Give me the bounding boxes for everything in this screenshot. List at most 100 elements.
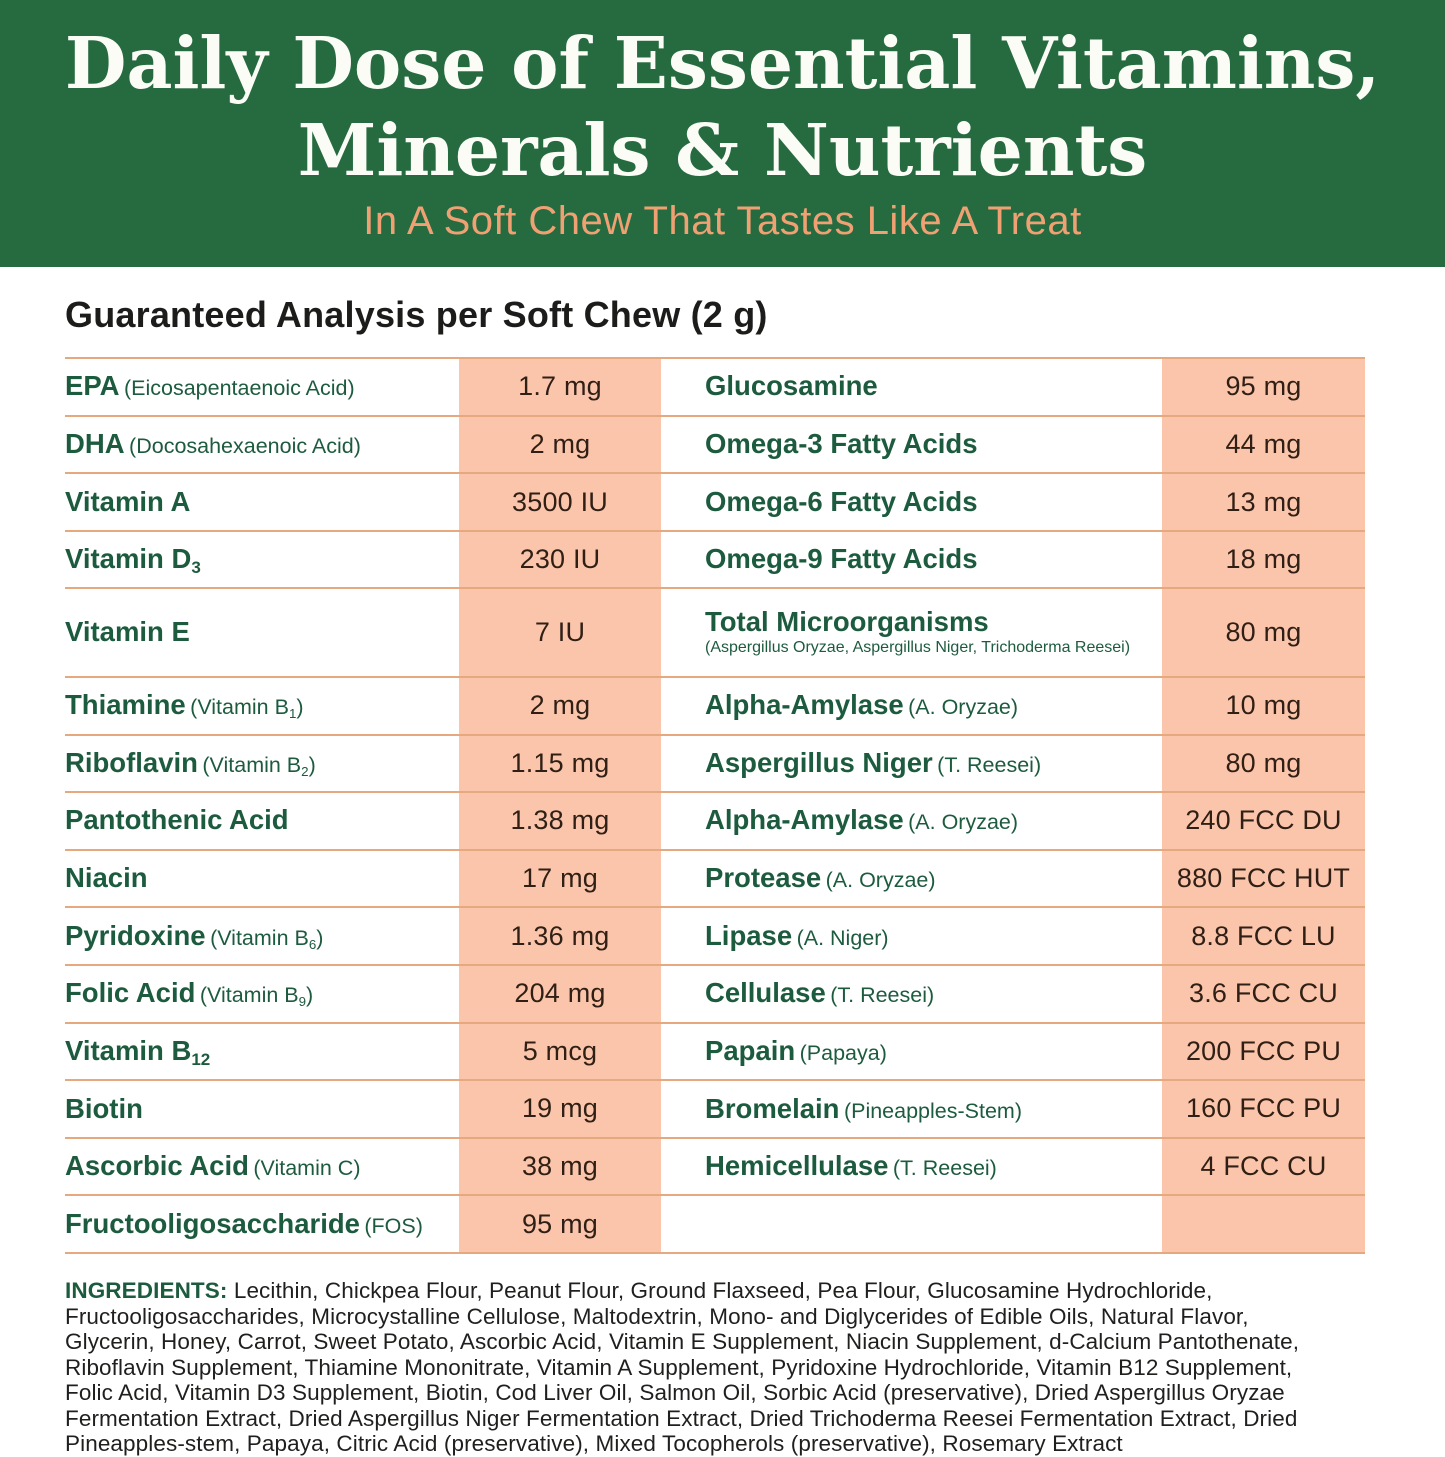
nutrient-name: Vitamin A [65,472,459,531]
nutrient-value: 3.6 FCC CU [1162,963,1365,1023]
nutrient-label: Cellulase [705,977,826,1009]
nutrient-value: 17 mg [459,848,661,908]
nutrient-paren: (FOS) [364,1213,423,1238]
nutrient-name: Folic Acid (Vitamin B9) [65,963,459,1023]
nutrient-value: 1.15 mg [459,733,661,793]
nutrient-name: Omega-3 Fatty Acids [661,414,1162,474]
ingredients-paragraph: INGREDIENTS: Lecithin, Chickpea Flour, P… [65,1278,1400,1457]
nutrient-name: Cellulase (T. Reesei) [661,963,1162,1023]
nutrient-value: 4 FCC CU [1162,1136,1365,1196]
nutrient-name: Fructooligosaccharide (FOS) [65,1194,459,1254]
table-row: EPA (Eicosapentaenoic Acid) 1.7 mg Glucosa… [65,357,1365,416]
nutrient-paren: (Vitamin B2) [202,752,316,779]
nutrient-name: Papain (Papaya) [661,1021,1162,1081]
nutrient-name: Biotin [65,1079,459,1138]
nutrient-label: Omega-9 Fatty Acids [705,543,978,575]
table-row: Riboflavin (Vitamin B2) 1.15 mg Aspergillu… [65,733,1365,793]
nutrient-value: 1.36 mg [459,906,661,965]
nutrient-paren: (Vitamin B1) [190,695,304,722]
nutrient-paren: (Vitamin C) [253,1156,361,1181]
table-row: Niacin 17 mg Protease (A. Oryzae) 880 FCC H… [65,848,1365,908]
table-row: Thiamine (Vitamin B1) 2 mg Alpha-Amylase (… [65,675,1365,735]
nutrient-label: Omega-3 Fatty Acids [705,427,978,459]
nutrient-label: Vitamin D3 [65,543,201,578]
nutrient-name: Total Microorganisms (Aspergillus Oryzae,… [661,587,1162,677]
table-row: Fructooligosaccharide (FOS) 95 mg [65,1194,1365,1254]
nutrient-label: Pantothenic Acid [65,804,289,836]
nutrient-label: Protease [705,862,822,894]
table-row: Biotin 19 mg Bromelain (Pineapples-Stem) 16… [65,1079,1365,1138]
nutrient-name: EPA (Eicosapentaenoic Acid) [65,357,459,416]
nutrient-name: DHA (Docosahexaenoic Acid) [65,414,459,474]
nutrient-label: Riboflavin [65,746,198,778]
nutrient-paren: (T. Reesei) [937,752,1042,777]
nutrient-value: 10 mg [1162,675,1365,735]
nutrient-label: Aspergillus Niger [705,746,933,778]
header-subtitle: In A Soft Chew That Tastes Like A Treat [363,199,1082,244]
nutrient-value: 80 mg [1162,733,1365,793]
nutrient-name [661,1194,1162,1254]
table-row: Ascorbic Acid (Vitamin C) 38 mg Hemicellul… [65,1136,1365,1196]
nutrient-label: Papain [705,1034,796,1066]
table-row: Vitamin E 7 IU Total Microorganisms (Asperg… [65,587,1365,677]
nutrient-paren: (Pineapples-Stem) [843,1098,1022,1123]
nutrient-name: Niacin [65,848,459,908]
nutrient-label: Biotin [65,1092,143,1124]
nutrient-paren: (A. Oryzae) [908,695,1019,720]
nutrient-value: 204 mg [459,963,661,1023]
nutrient-name: Vitamin B12 [65,1021,459,1081]
nutrient-label: Alpha-Amylase [705,804,904,836]
nutrient-paren: (T. Reesei) [892,1156,997,1181]
nutrient-label: Total Microorganisms [705,606,989,638]
analysis-section: Guaranteed Analysis per Soft Chew (2 g) … [0,294,1445,1457]
nutrient-value: 5 mcg [459,1021,661,1081]
nutrient-name: Riboflavin (Vitamin B2) [65,733,459,793]
nutrient-label: Folic Acid [65,977,196,1009]
nutrient-value: 230 IU [459,529,661,589]
table-row: Pantothenic Acid 1.38 mg Alpha-Amylase (A.… [65,791,1365,850]
nutrient-name: Bromelain (Pineapples-Stem) [661,1079,1162,1138]
nutrient-name: Pantothenic Acid [65,791,459,850]
nutrient-value: 80 mg [1162,587,1365,677]
nutrient-name: Protease (A. Oryzae) [661,848,1162,908]
nutrient-value: 2 mg [459,414,661,474]
nutrient-value: 3500 IU [459,472,661,531]
ingredients-text: Lecithin, Chickpea Flour, Peanut Flour, … [65,1278,1300,1456]
table-row: Vitamin D3 230 IU Omega-9 Fatty Acids 18 mg [65,529,1365,589]
nutrient-label: DHA [65,427,125,459]
nutrient-value: 18 mg [1162,529,1365,589]
nutrient-label: Fructooligosaccharide [65,1207,360,1239]
nutrient-paren: (Eicosapentaenoic Acid) [123,376,355,401]
nutrient-value: 1.38 mg [459,791,661,850]
nutrient-value: 44 mg [1162,414,1365,474]
nutrient-value: 160 FCC PU [1162,1079,1365,1138]
nutrient-name: Thiamine (Vitamin B1) [65,675,459,735]
nutrient-label: Vitamin E [65,616,190,648]
nutrient-name: Lipase (A. Niger) [661,906,1162,965]
nutrient-value: 95 mg [459,1194,661,1254]
nutrient-value: 38 mg [459,1136,661,1196]
table-row: Vitamin A 3500 IU Omega-6 Fatty Acids 13 mg [65,472,1365,531]
nutrient-paren: (Vitamin B6) [210,925,324,952]
analysis-table-body: EPA (Eicosapentaenoic Acid) 1.7 mg Glucosa… [65,357,1365,1254]
nutrient-name: Omega-9 Fatty Acids [661,529,1162,589]
nutrient-label: Vitamin B12 [65,1034,211,1070]
nutrient-value: 7 IU [459,587,661,677]
nutrient-value: 13 mg [1162,472,1365,531]
header-banner: Daily Dose of Essential Vitamins, Minera… [0,0,1445,267]
nutrient-label: Ascorbic Acid [65,1150,249,1182]
table-row: DHA (Docosahexaenoic Acid) 2 mg Omega-3 Fa… [65,414,1365,474]
nutrient-label: Lipase [705,919,793,951]
table-row: Folic Acid (Vitamin B9) 204 mg Cellulase (… [65,963,1365,1023]
nutrient-label: Hemicellulase [705,1150,889,1182]
nutrient-name: Hemicellulase (T. Reesei) [661,1136,1162,1196]
table-row: Pyridoxine (Vitamin B6) 1.36 mg Lipase (A.… [65,906,1365,965]
nutrient-label: Bromelain [705,1092,840,1124]
nutrient-name: Ascorbic Acid (Vitamin C) [65,1136,459,1196]
nutrient-value: 8.8 FCC LU [1162,906,1365,965]
nutrient-paren: (T. Reesei) [830,983,935,1008]
table-row: Vitamin B12 5 mcg Papain (Papaya) 200 FCC P… [65,1021,1365,1081]
nutrient-label: Glucosamine [705,370,878,402]
nutrient-name: Vitamin D3 [65,529,459,589]
nutrient-paren: (A. Oryzae) [908,810,1019,835]
